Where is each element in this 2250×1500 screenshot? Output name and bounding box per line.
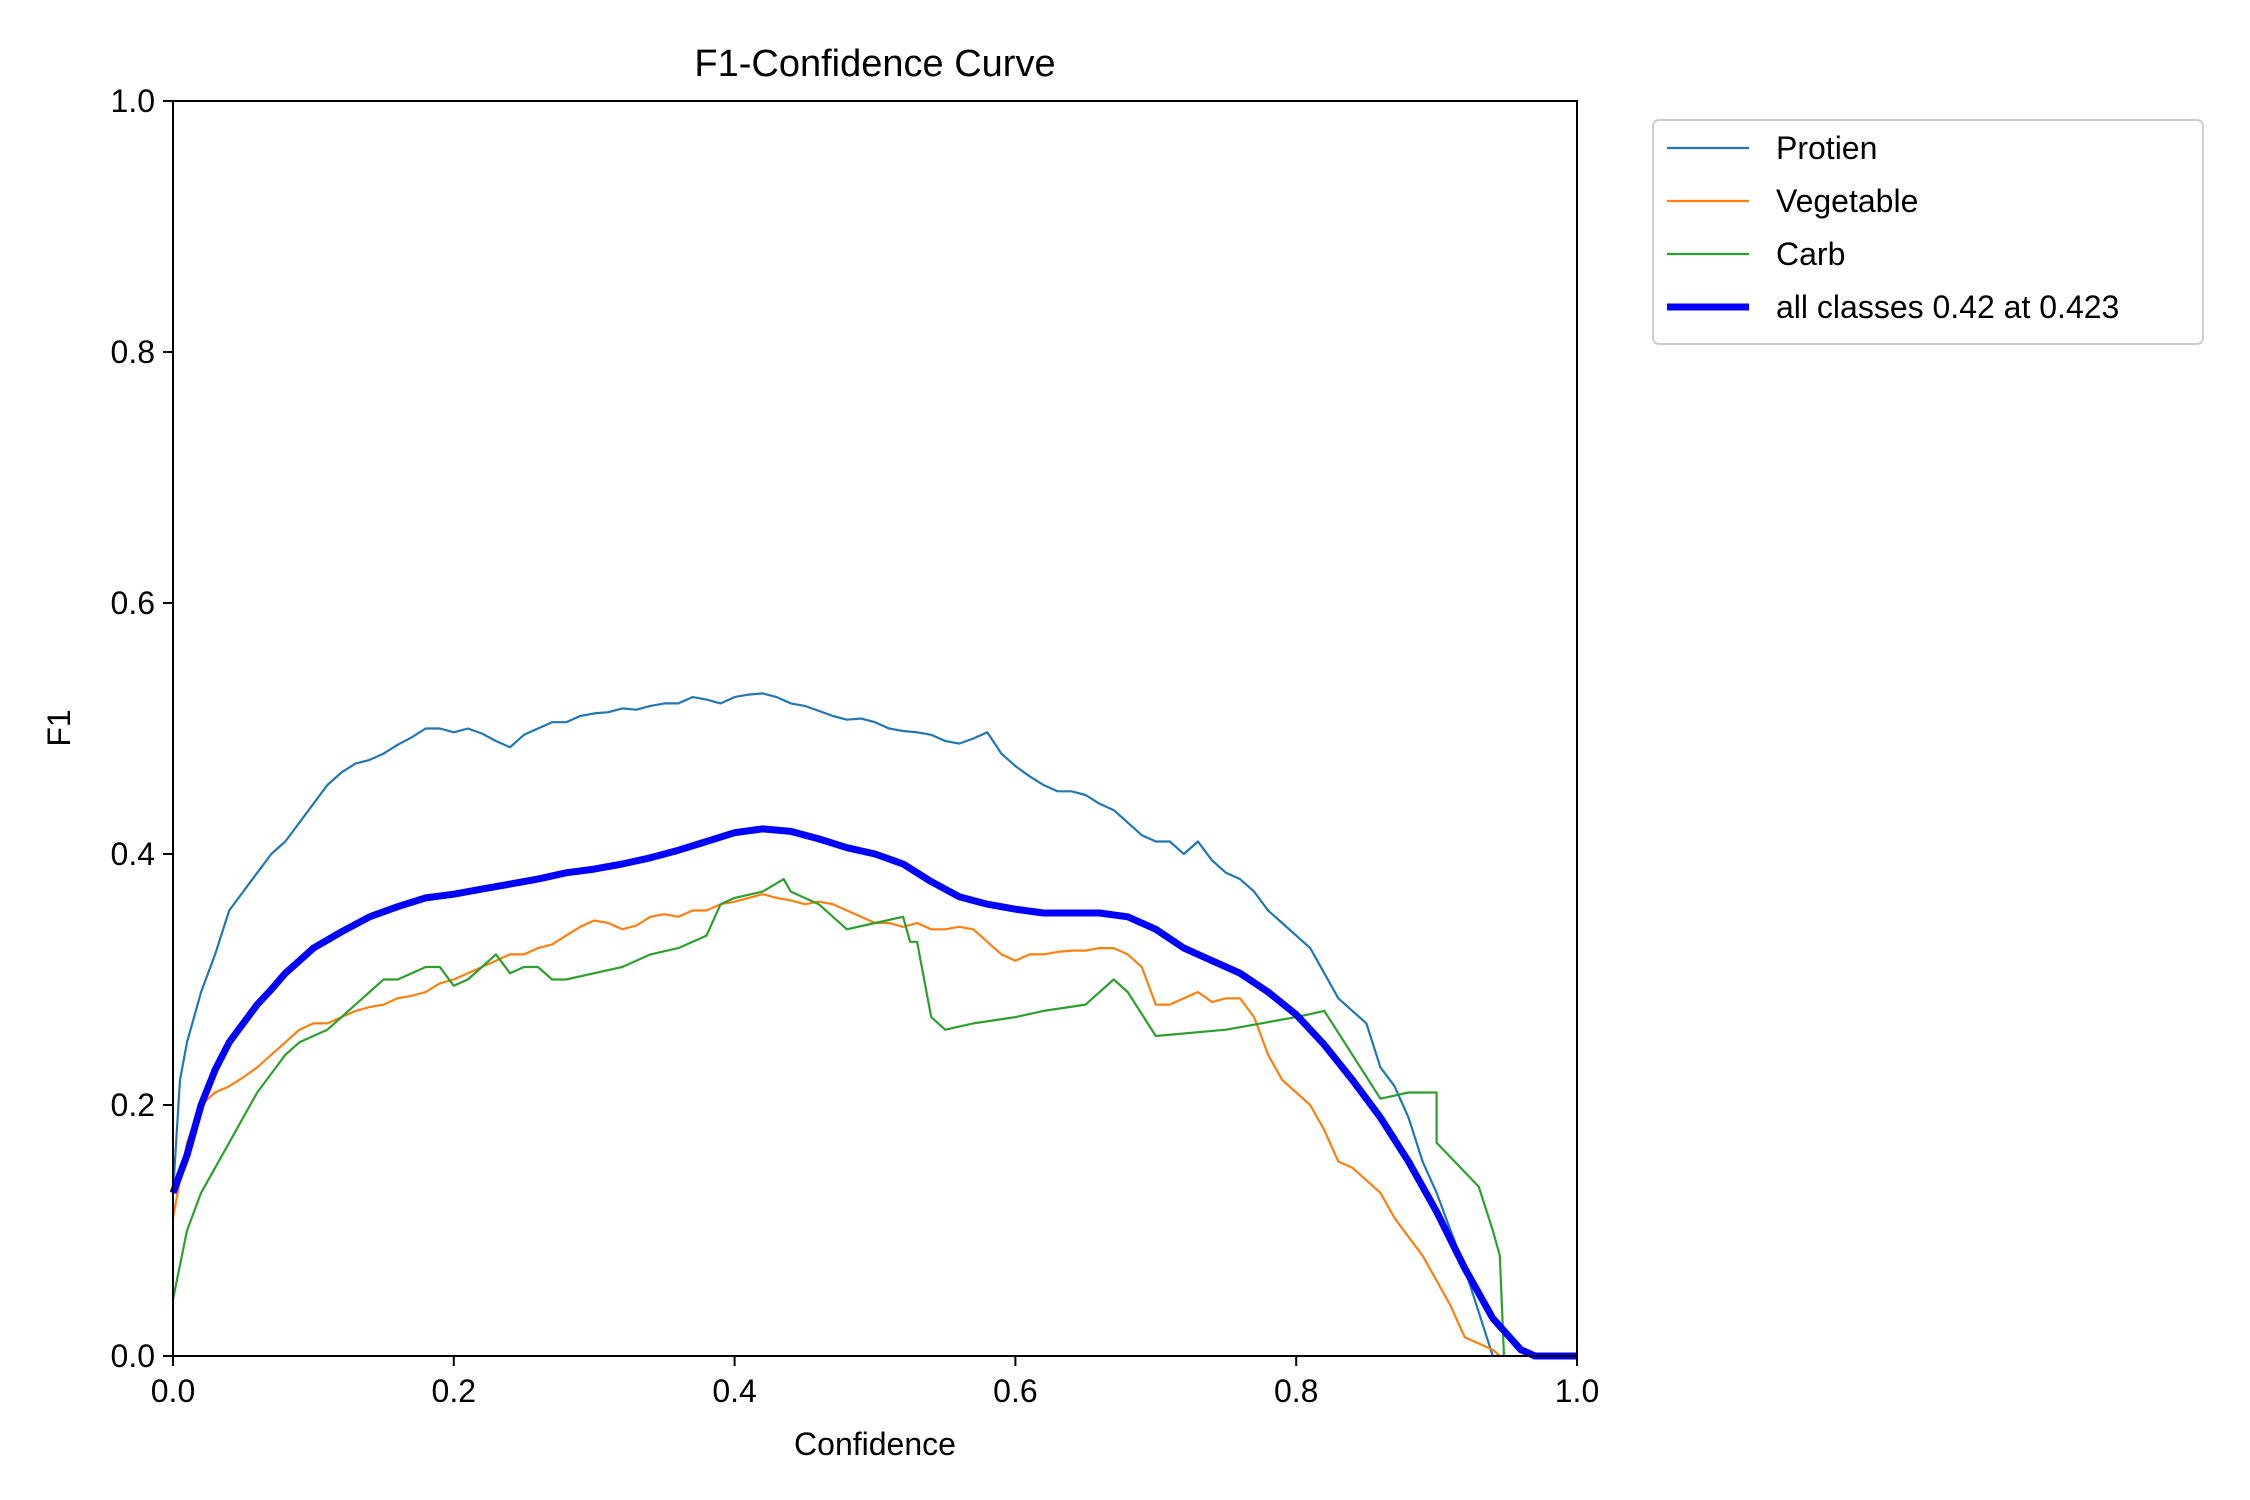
legend-entries: Protien Vegetable Carb all classes 0.42 at … <box>1667 130 2119 325</box>
x-tick-label: 0.8 <box>1274 1373 1318 1409</box>
x-tick-label: 0.2 <box>432 1373 476 1409</box>
legend-label: Protien <box>1776 130 1877 166</box>
chart-title: F1-Confidence Curve <box>694 43 1055 85</box>
legend-label: all classes 0.42 at 0.423 <box>1776 289 2119 325</box>
x-tick-label: 0.4 <box>712 1373 756 1409</box>
series-line-all-classes-0-42-at-0-423 <box>169 825 1577 1360</box>
x-tick-label: 0.0 <box>151 1373 195 1409</box>
series-line-vegetable <box>171 893 1501 1357</box>
legend-label: Vegetable <box>1776 183 1918 219</box>
legend: Protien Vegetable Carb all classes 0.42 at … <box>1652 119 2204 345</box>
legend-label: Carb <box>1776 236 1845 272</box>
y-tick-label: 0.4 <box>111 836 155 872</box>
x-tick-label: 0.6 <box>993 1373 1037 1409</box>
x-axis: 0.0 0.2 0.4 0.6 0.8 1.0 <box>151 1356 1599 1409</box>
series-line-carb <box>171 878 1506 1357</box>
x-tick-label: 1.0 <box>1555 1373 1599 1409</box>
y-tick-label: 0.0 <box>111 1338 155 1374</box>
y-tick-label: 0.8 <box>111 334 155 370</box>
y-axis-label: F1 <box>41 709 77 746</box>
series-group <box>169 692 1577 1360</box>
y-tick-label: 0.6 <box>111 585 155 621</box>
legend-box <box>1652 119 2204 345</box>
series-line-protien <box>171 692 1494 1357</box>
y-axis: 0.0 0.2 0.4 0.6 0.8 1.0 <box>111 83 173 1374</box>
x-axis-label: Confidence <box>794 1426 956 1462</box>
y-tick-label: 1.0 <box>111 83 155 119</box>
plot-frame <box>172 100 1578 1357</box>
plot-area <box>169 100 1578 1360</box>
y-tick-label: 0.2 <box>111 1087 155 1123</box>
